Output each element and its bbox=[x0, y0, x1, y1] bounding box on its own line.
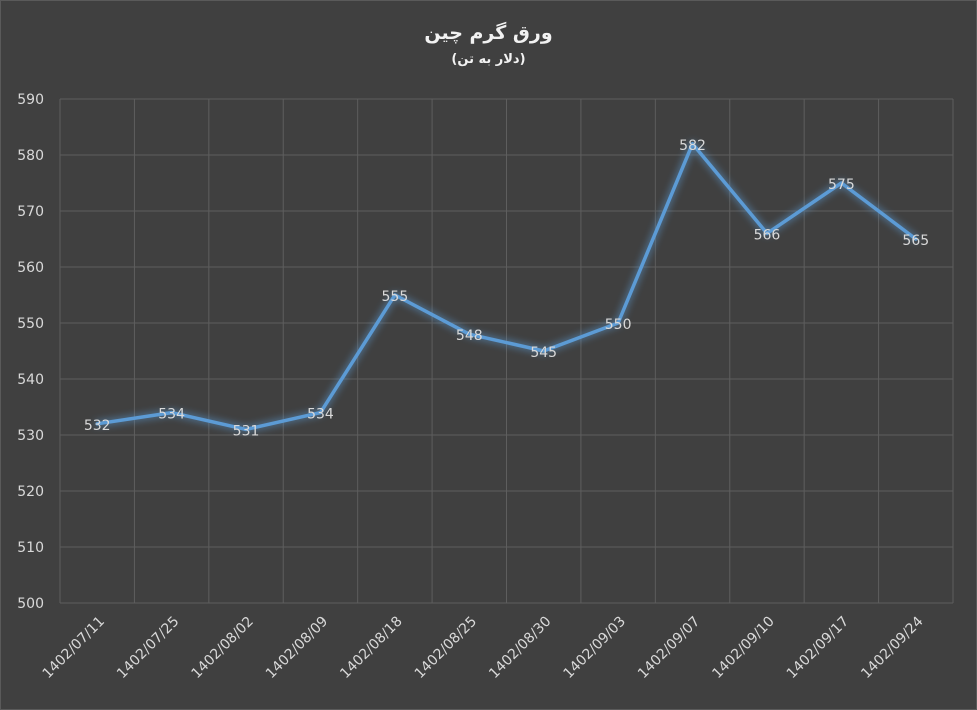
y-axis: 500 510 520 530 540 550 560 570 580 590 bbox=[17, 92, 44, 612]
data-label: 565 bbox=[902, 233, 929, 249]
x-tick-label: 1402/08/18 bbox=[337, 614, 405, 682]
x-tick-label: 1402/08/02 bbox=[188, 614, 256, 682]
data-label: 531 bbox=[233, 423, 260, 439]
x-tick-label: 1402/07/25 bbox=[114, 614, 182, 682]
data-label: 534 bbox=[158, 407, 185, 423]
data-label: 575 bbox=[828, 177, 855, 193]
data-label: 548 bbox=[456, 328, 483, 344]
y-tick-label: 500 bbox=[17, 596, 44, 612]
data-label: 566 bbox=[754, 227, 781, 243]
x-axis: 1402/07/11 1402/07/25 1402/08/02 1402/08/09… bbox=[40, 613, 927, 681]
data-label: 550 bbox=[605, 317, 632, 333]
data-labels: 532 534 531 534 555 548 545 550 582 566 575 565 bbox=[84, 138, 929, 440]
x-tick-label: 1402/09/07 bbox=[635, 614, 703, 682]
y-tick-label: 510 bbox=[17, 540, 44, 556]
y-tick-label: 530 bbox=[17, 428, 44, 444]
x-tick-label: 1402/09/03 bbox=[561, 614, 629, 682]
x-tick-label: 1402/09/24 bbox=[858, 613, 926, 681]
y-tick-label: 540 bbox=[17, 372, 44, 388]
data-label: 555 bbox=[382, 289, 409, 305]
y-tick-label: 550 bbox=[17, 316, 44, 332]
y-tick-label: 590 bbox=[17, 92, 44, 108]
y-tick-label: 580 bbox=[17, 148, 44, 164]
chart-title: ورق گرم چین bbox=[424, 22, 553, 44]
x-tick-label: 1402/08/30 bbox=[486, 614, 554, 682]
x-tick-label: 1402/09/17 bbox=[784, 614, 852, 682]
y-tick-label: 570 bbox=[17, 204, 44, 220]
series-line bbox=[95, 142, 918, 432]
grid bbox=[59, 98, 954, 604]
x-tick-label: 1402/07/11 bbox=[40, 614, 108, 682]
y-tick-label: 520 bbox=[17, 484, 44, 500]
data-label: 532 bbox=[84, 418, 111, 434]
data-label: 582 bbox=[679, 138, 706, 154]
data-label: 534 bbox=[307, 407, 334, 423]
series bbox=[95, 142, 918, 432]
data-label: 545 bbox=[530, 345, 557, 361]
x-tick-label: 1402/08/25 bbox=[412, 614, 480, 682]
y-tick-label: 560 bbox=[17, 260, 44, 276]
x-tick-label: 1402/09/10 bbox=[709, 614, 777, 682]
chart-subtitle: (دلار به تن) bbox=[451, 52, 526, 67]
x-tick-label: 1402/08/09 bbox=[263, 614, 331, 682]
